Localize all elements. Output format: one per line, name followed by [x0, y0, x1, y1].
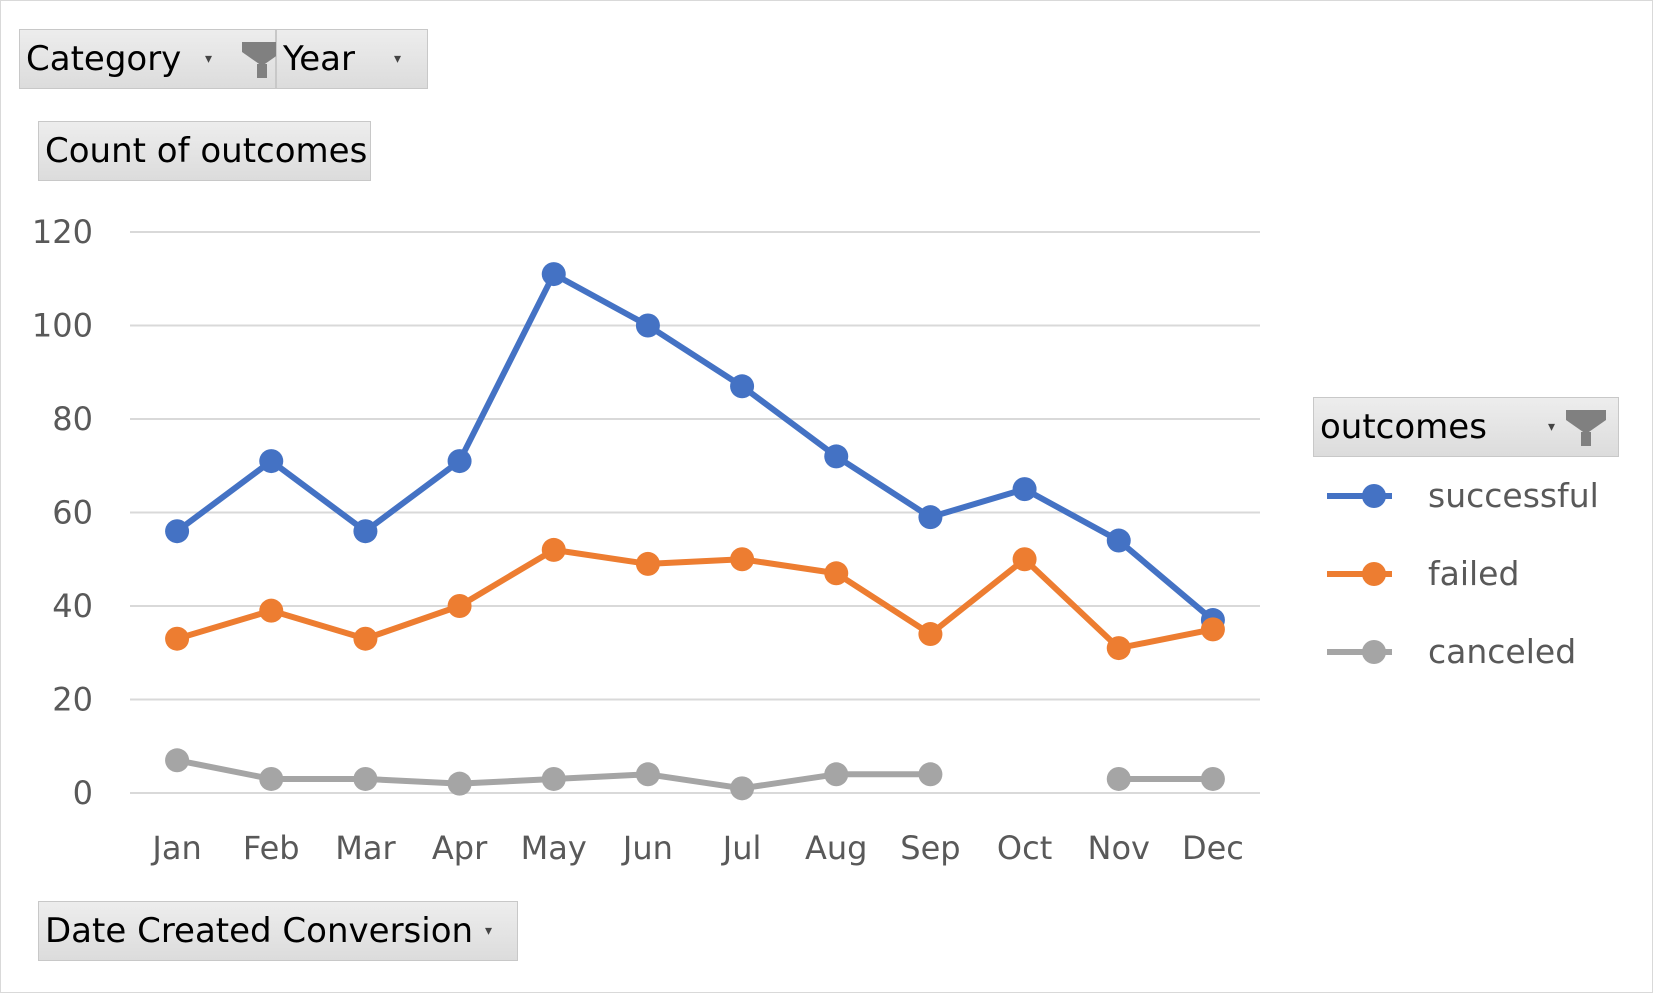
- x-tick-label: Sep: [900, 829, 960, 867]
- axis-field-label: Date Created Conversion: [45, 911, 474, 951]
- legend-label: failed: [1428, 554, 1519, 593]
- data-point[interactable]: [1200, 766, 1225, 791]
- legend-marker: [1362, 484, 1386, 508]
- data-point[interactable]: [447, 594, 472, 618]
- values-field-button[interactable]: Count of outcomes: [38, 121, 371, 181]
- legend-label: canceled: [1428, 632, 1576, 671]
- series-line: [176, 546, 1214, 652]
- x-tick-label: Feb: [243, 829, 300, 867]
- data-point[interactable]: [353, 766, 378, 791]
- legend-item-canceled[interactable]: canceled: [1327, 632, 1576, 671]
- data-point[interactable]: [447, 771, 472, 796]
- legend-item-successful[interactable]: successful: [1327, 476, 1599, 515]
- x-tick-label: Nov: [1088, 829, 1150, 867]
- x-tick-label: Jul: [721, 829, 762, 867]
- chevron-down-icon[interactable]: ▾: [485, 923, 493, 939]
- data-point[interactable]: [541, 262, 566, 287]
- data-point[interactable]: [353, 626, 378, 651]
- gridlines: [130, 231, 1260, 794]
- y-tick-label: 60: [52, 494, 93, 532]
- x-tick-label: Apr: [432, 829, 488, 867]
- data-point[interactable]: [165, 748, 190, 773]
- data-point[interactable]: [259, 449, 284, 474]
- data-point[interactable]: [730, 374, 755, 399]
- y-tick-label: 20: [52, 681, 93, 719]
- year-field-label: Year: [283, 39, 355, 79]
- x-tick-label: Mar: [335, 829, 396, 867]
- legend-field-label: outcomes: [1320, 407, 1487, 447]
- data-point[interactable]: [824, 444, 849, 469]
- data-point[interactable]: [635, 551, 660, 576]
- legend: successful failed canceled: [1327, 476, 1599, 671]
- data-point[interactable]: [259, 766, 284, 791]
- legend-item-failed[interactable]: failed: [1327, 554, 1519, 593]
- data-point[interactable]: [635, 762, 660, 787]
- data-point[interactable]: [1012, 547, 1037, 572]
- x-tick-label: Aug: [805, 829, 867, 867]
- y-tick-label: 0: [73, 774, 93, 812]
- x-axis-ticks: Jan Feb Mar Apr May Jun Jul Aug Sep Oct Nov Dec: [150, 829, 1243, 867]
- data-point[interactable]: [165, 519, 190, 544]
- legend-marker: [1362, 562, 1386, 586]
- y-tick-label: 80: [52, 400, 93, 438]
- x-tick-label: May: [521, 829, 587, 867]
- series-group: [165, 262, 1225, 801]
- data-point[interactable]: [541, 766, 566, 791]
- legend-marker: [1362, 640, 1386, 664]
- data-point[interactable]: [824, 561, 849, 586]
- chevron-down-icon[interactable]: ▾: [394, 51, 402, 67]
- data-point[interactable]: [635, 313, 660, 338]
- category-field-label: Category: [26, 39, 182, 79]
- x-tick-label: Jan: [150, 829, 201, 867]
- legend-label: successful: [1428, 476, 1599, 515]
- data-point[interactable]: [918, 762, 943, 787]
- data-point[interactable]: [353, 519, 378, 544]
- data-point[interactable]: [165, 626, 190, 651]
- data-point[interactable]: [730, 776, 755, 801]
- legend-field-button[interactable]: outcomes ▾: [1313, 397, 1619, 457]
- category-field-button[interactable]: Category ▾: [19, 29, 282, 89]
- data-point[interactable]: [1106, 766, 1131, 791]
- chevron-down-icon[interactable]: ▾: [1548, 419, 1556, 435]
- x-tick-label: Jun: [621, 829, 673, 867]
- data-point[interactable]: [1012, 477, 1037, 502]
- y-tick-label: 100: [32, 307, 93, 345]
- data-point[interactable]: [824, 762, 849, 787]
- data-point[interactable]: [918, 622, 943, 647]
- data-point[interactable]: [1106, 636, 1131, 661]
- y-tick-label: 120: [32, 213, 93, 251]
- series-line: [175, 271, 1215, 623]
- axis-field-button[interactable]: Date Created Conversion ▾: [38, 901, 518, 961]
- data-point[interactable]: [541, 537, 566, 562]
- y-axis-ticks: 0 20 40 60 80 100 120: [32, 213, 93, 812]
- x-tick-label: Oct: [997, 829, 1052, 867]
- series-canceled: [165, 748, 1225, 801]
- y-tick-label: 40: [52, 587, 93, 625]
- series-failed: [165, 537, 1225, 661]
- data-point[interactable]: [1106, 528, 1131, 553]
- data-point[interactable]: [259, 598, 284, 623]
- values-field-label: Count of outcomes: [45, 131, 368, 171]
- data-point[interactable]: [918, 505, 943, 530]
- data-point[interactable]: [447, 449, 472, 474]
- data-point[interactable]: [730, 547, 755, 572]
- year-field-button[interactable]: Year ▾: [276, 29, 428, 89]
- data-point[interactable]: [1200, 617, 1225, 642]
- series-successful: [165, 262, 1225, 633]
- x-tick-label: Dec: [1182, 829, 1244, 867]
- chevron-down-icon[interactable]: ▾: [205, 51, 213, 67]
